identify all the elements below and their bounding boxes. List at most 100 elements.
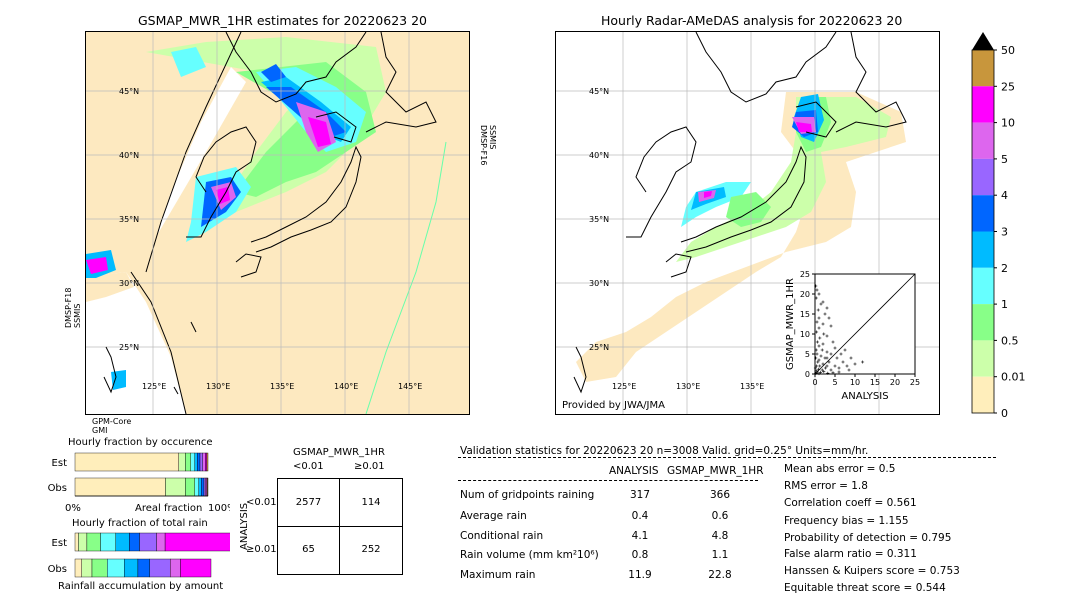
- bar-segment: [107, 558, 125, 578]
- bar-category-label: Est: [52, 458, 68, 469]
- bar-segment: [207, 477, 209, 497]
- bar-segment: [74, 532, 79, 552]
- bar-segment: [124, 558, 139, 578]
- bar-segment: [206, 452, 209, 472]
- occurrence-title: Hourly fraction by occurence: [68, 437, 213, 448]
- scatter-point: [825, 350, 829, 354]
- occurrence-svg: Est Obs 0% 100% Areal fraction: [48, 452, 230, 514]
- scatter-xtick-label: 20: [890, 378, 900, 387]
- colorbar-segment: [972, 50, 994, 87]
- scatter-ytick-label: 25: [800, 270, 810, 279]
- scatter-point: [843, 348, 847, 352]
- bar-segment: [202, 452, 206, 472]
- scatter-inset: 0 5 10 15 20 25 0 5 10 15 20 25 ANALYSIS GSMAP_MWR_1H…: [775, 262, 925, 402]
- scatter-point: [837, 366, 841, 370]
- left-lat-label: 40°N: [119, 151, 139, 160]
- contingency-title: GSMAP_MWR_1HR: [293, 447, 385, 458]
- table-cell: 2577: [295, 497, 322, 508]
- sensor-label-right: DMSP-F16SSMIS: [472, 125, 496, 185]
- bar-segment: [74, 477, 166, 497]
- scatter-point: [845, 364, 849, 368]
- scatter-point: [813, 366, 817, 370]
- totalrain-title: Hourly fraction of total rain: [72, 518, 208, 529]
- scatter-point: [825, 356, 829, 360]
- scatter-point: [839, 352, 843, 356]
- colorbar-label: 3: [1001, 226, 1008, 239]
- score-line: RMS error = 1.8: [784, 480, 868, 492]
- scatter-point: [818, 336, 822, 340]
- stats-header: Validation statistics for 20220623 20 n=…: [460, 445, 869, 457]
- scatter-point: [817, 372, 821, 376]
- right-lat-label: 35°N: [589, 215, 609, 224]
- colorbar-label: 0.01: [1001, 371, 1026, 384]
- scatter-point: [821, 322, 825, 326]
- sensor-left-line: SSMIS: [73, 304, 82, 329]
- left-map-title: GSMAP_MWR_1HR estimates for 20220623 20: [138, 13, 427, 28]
- scatter-point: [826, 371, 830, 375]
- scatter-point: [825, 364, 829, 368]
- right-lat-label: 40°N: [589, 151, 609, 160]
- scatter-point: [820, 368, 824, 372]
- scatter-point: [817, 316, 821, 320]
- bar-segment: [194, 477, 199, 497]
- colorbar-label: 10: [1001, 117, 1015, 130]
- scatter-ytick-label: 15: [800, 310, 810, 319]
- stats-row-analysis: 0.4: [631, 510, 649, 522]
- scatter-point: [841, 360, 845, 364]
- colorbar-label: 0: [1001, 407, 1008, 420]
- table-cell: 252: [361, 544, 381, 555]
- stats-row-gsmap: 22.8: [708, 569, 732, 581]
- bar-segment: [185, 477, 195, 497]
- scatter-point: [822, 370, 826, 374]
- left-lon-label: 145°E: [398, 382, 422, 391]
- scatter-ylabel: GSMAP_MWR_1HR: [785, 278, 796, 370]
- scatter-xlabel: ANALYSIS: [841, 391, 888, 402]
- table-cell: 114: [361, 497, 381, 508]
- scatter-point: [815, 340, 819, 344]
- stats-col-analysis: ANALYSIS: [609, 465, 659, 477]
- scatter-point: [815, 288, 819, 292]
- scatter-xtick-label: 5: [832, 378, 837, 387]
- bar-segment: [115, 532, 130, 552]
- bar-segment: [180, 558, 212, 578]
- scatter-point: [815, 370, 819, 374]
- score-line: Probability of detection = 0.795: [784, 532, 952, 544]
- scatter-point: [833, 364, 837, 368]
- stats-row-label: Num of gridpoints raining: [460, 489, 595, 501]
- bar-segment: [198, 477, 202, 497]
- left-map: 45°N 40°N 35°N 30°N 25°N 125°E 130°E 135…: [85, 31, 470, 415]
- scatter-point: [815, 320, 819, 324]
- bar-segment: [74, 452, 179, 472]
- sensor-left-line: DMSP-F18: [64, 288, 73, 328]
- scatter-xtick-label: 15: [870, 378, 880, 387]
- colorbar-segment: [972, 122, 994, 159]
- score-line: Hanssen & Kuipers score = 0.753: [784, 565, 960, 577]
- scatter-point: [831, 340, 835, 344]
- stats-row-analysis: 11.9: [628, 569, 652, 581]
- scatter-point: [816, 360, 820, 364]
- scatter-point: [829, 352, 833, 356]
- scatter-ytick-label: 10: [800, 330, 810, 339]
- stats-row-label: Conditional rain: [460, 530, 544, 542]
- stats-row-gsmap: 366: [709, 489, 731, 501]
- left-lon-label: 140°E: [334, 382, 358, 391]
- colorbar-segment: [972, 195, 994, 232]
- stats-row-label: Average rain: [460, 510, 527, 522]
- scatter-xtick-label: 10: [850, 378, 860, 387]
- scatter-point: [814, 371, 818, 375]
- bar-segment: [190, 452, 195, 472]
- sensor-right-line: SSMIS: [488, 125, 496, 150]
- scatter-point: [825, 334, 829, 338]
- colorbar-segment: [972, 376, 994, 413]
- scatter-point: [827, 360, 831, 364]
- contingency-col-header: <0.01: [293, 461, 324, 472]
- scatter-point: [815, 364, 819, 368]
- sensor-label-left: DMSP-F18SSMIS: [62, 288, 86, 348]
- score-line: Equitable threat score = 0.544: [784, 582, 946, 594]
- colorbar: 50 25 10 5 4 3 2 1 0.5 0.01 0: [965, 30, 1035, 420]
- scatter-point: [815, 352, 819, 356]
- scatter-point: [861, 360, 865, 364]
- colorbar-segment: [972, 304, 994, 341]
- bar-segment: [86, 532, 101, 552]
- scatter-point: [816, 308, 820, 312]
